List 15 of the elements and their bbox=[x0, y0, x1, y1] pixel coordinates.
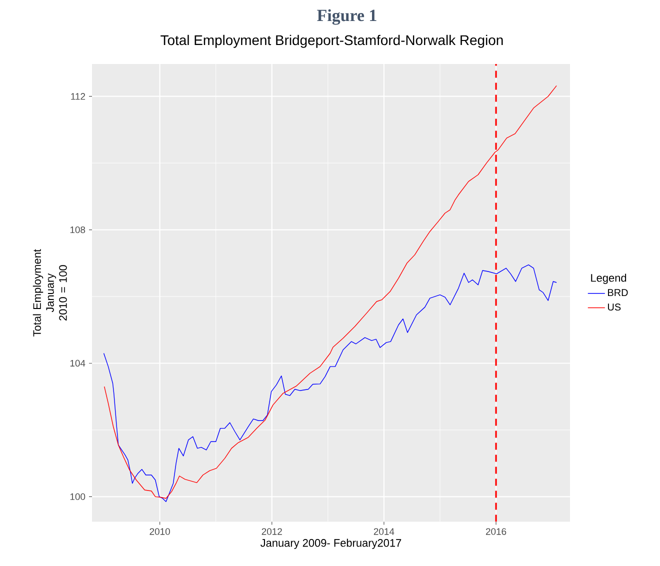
x-axis-title: January 2009- February2017 bbox=[260, 538, 402, 549]
y-tick-label: 108 bbox=[70, 226, 86, 234]
y-tick-label: 104 bbox=[70, 360, 86, 367]
legend-label: US bbox=[608, 304, 621, 311]
chart-title: Figure 1 bbox=[317, 9, 376, 25]
x-tick-label: 2010 bbox=[150, 528, 170, 535]
chart-subtitle: Total Employment Bridgeport-Stamford-Norwalk Region bbox=[160, 34, 503, 48]
legend-title: Legend bbox=[591, 274, 626, 284]
y-tick-label: 112 bbox=[71, 93, 86, 100]
legend-label: BRD bbox=[608, 289, 628, 296]
x-tick-label: 2014 bbox=[374, 528, 394, 535]
x-tick-label: 2012 bbox=[262, 528, 282, 535]
y-tick-label: 100 bbox=[70, 493, 86, 500]
y-axis-title: Total Employment January 2010 = 100 bbox=[32, 249, 67, 336]
x-tick-label: 2016 bbox=[486, 528, 506, 535]
